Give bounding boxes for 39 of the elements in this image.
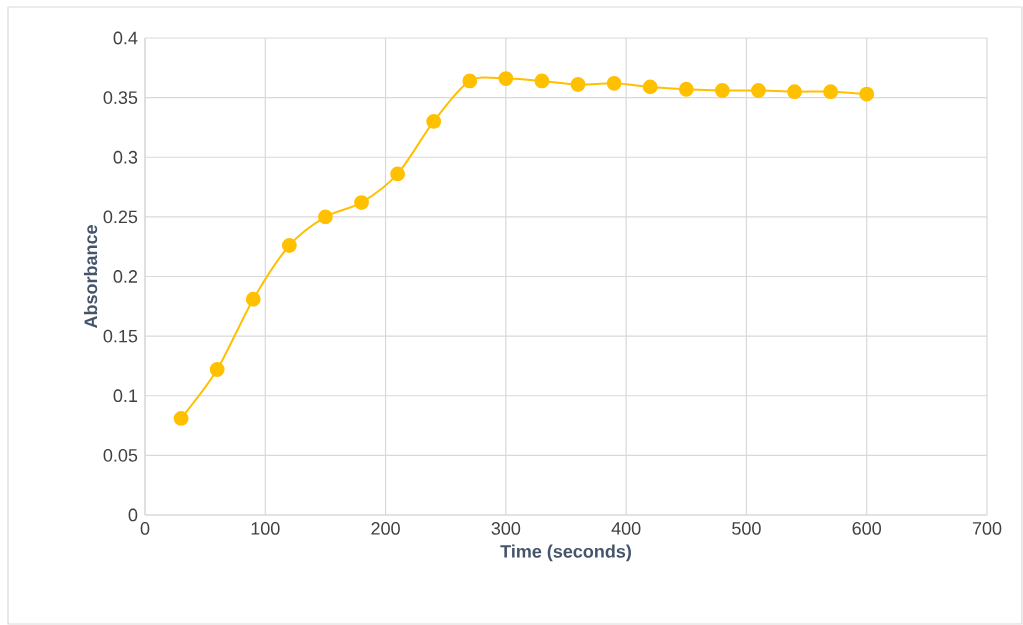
x-tick-label: 0: [140, 522, 150, 535]
point: [570, 77, 586, 92]
y-tick-label: 0.05: [103, 448, 138, 462]
y-axis-title: Absorbance: [83, 225, 98, 329]
point: [751, 83, 766, 98]
point: [534, 73, 550, 89]
y-tick-label: 0.3: [113, 150, 138, 164]
point: [245, 291, 261, 307]
point: [823, 84, 839, 100]
x-tick-label: 500: [732, 522, 761, 535]
x-tick-label: 200: [371, 522, 400, 535]
y-tick-label: 0.35: [103, 91, 138, 104]
x-tick-label: 100: [251, 522, 280, 535]
point: [678, 81, 694, 97]
x-axis-title: Time (seconds): [500, 544, 631, 562]
point: [606, 75, 622, 91]
point: [642, 79, 658, 95]
point: [173, 410, 189, 426]
point: [714, 83, 730, 98]
x-tick-label: 400: [611, 522, 641, 535]
point: [859, 86, 875, 102]
point: [426, 114, 442, 129]
point: [462, 73, 478, 89]
y-tick-label: 0.4: [113, 31, 138, 45]
x-tick-label: 700: [972, 522, 1002, 535]
y-tick-label: 0: [128, 508, 138, 522]
x-tick-label: 600: [852, 522, 882, 535]
point: [787, 84, 802, 100]
point: [390, 166, 405, 182]
y-tick-label: 0.1: [113, 389, 138, 403]
point: [354, 195, 369, 210]
point: [498, 71, 514, 86]
x-tick-label: 300: [491, 522, 521, 535]
y-tick-label: 0.2: [113, 270, 138, 283]
y-tick-label: 0.25: [103, 210, 138, 224]
point: [281, 238, 297, 253]
point: [209, 362, 225, 377]
point: [318, 209, 333, 225]
y-tick-label: 0.15: [103, 329, 138, 343]
